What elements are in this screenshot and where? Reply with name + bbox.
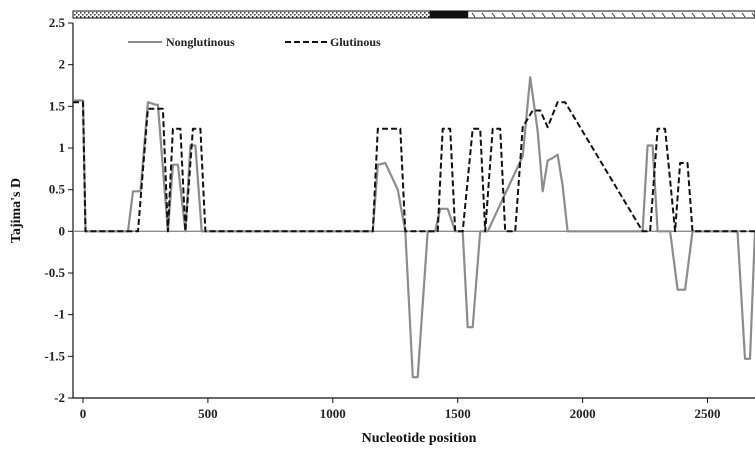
- y-tick-label: -2: [54, 390, 65, 405]
- y-tick-label: 2: [59, 57, 66, 72]
- x-axis-title: Nucleotide position: [362, 431, 477, 446]
- y-axis-title: Tajima's D: [9, 178, 24, 243]
- top-bar-segment-hatched: [467, 10, 755, 19]
- y-tick-label: -1: [54, 307, 65, 322]
- series-line-nonglutinous: [73, 76, 755, 379]
- x-tick-label: 1000: [320, 406, 346, 421]
- x-tick-label: 2000: [570, 406, 596, 421]
- legend-label-glutinous: Glutinous: [330, 35, 381, 49]
- top-bar-segment-solid: [429, 10, 469, 19]
- x-tick-label: 1500: [445, 406, 471, 421]
- y-tick-label: 1.5: [49, 98, 66, 113]
- chart-axes: -2 -1.5 -1 -0.5 0 0.5 1 1.5 2 2.5 0 500 1000 1500 2000…: [44, 15, 755, 421]
- x-tick-label: 0: [80, 406, 87, 421]
- series-line-glutinous: [73, 101, 755, 233]
- y-tick-label: -1.5: [44, 348, 65, 363]
- x-tick-label: 500: [198, 406, 218, 421]
- x-tick-label: 2500: [695, 406, 721, 421]
- y-tick-label: 2.5: [49, 15, 66, 30]
- top-bar-segment-dotted: [72, 10, 431, 19]
- legend-label-nonglutinous: Nonglutinous: [166, 35, 235, 49]
- top-annotation-bar: [72, 10, 755, 19]
- y-tick-label: 0: [59, 223, 66, 238]
- series-layer: [73, 76, 755, 379]
- legend: Nonglutinous Glutinous: [128, 35, 381, 49]
- y-tick-label: 0.5: [49, 182, 66, 197]
- y-tick-label: -0.5: [44, 265, 65, 280]
- y-tick-label: 1: [59, 140, 66, 155]
